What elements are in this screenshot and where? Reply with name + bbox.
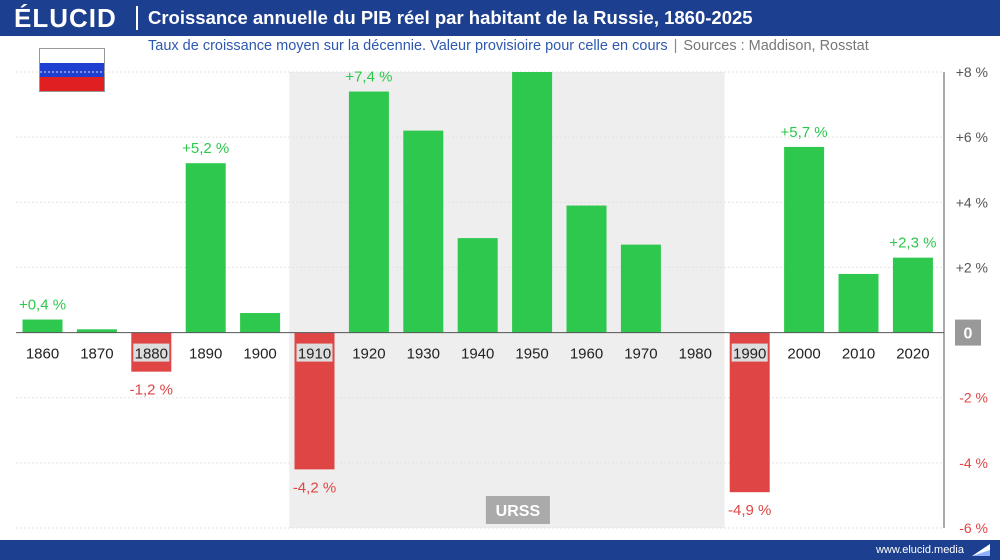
data-label: +5,7 %: [781, 124, 828, 141]
data-label: -1,2 %: [130, 382, 173, 399]
flag-stripe-white: [40, 49, 104, 63]
x-tick-label: 1930: [407, 346, 440, 363]
data-label: +0,4 %: [19, 297, 66, 314]
y-tick-label-zero: 0: [964, 326, 973, 343]
chart-subtitle: Taux de croissance moyen sur la décennie…: [148, 38, 869, 54]
chart-title: Croissance annuelle du PIB réel par habi…: [148, 7, 753, 28]
bar-1940[interactable]: [457, 238, 498, 333]
sources-text: Sources : Maddison, Rosstat: [683, 38, 869, 54]
bar-chart: +8 % +6 % +4 % +2 % 0 -2 % -4 % -6 % 1860 1870 188…: [16, 64, 988, 536]
x-tick-label: 1860: [26, 346, 59, 363]
bar-1890[interactable]: [185, 163, 226, 333]
data-label: +7,4 %: [345, 69, 392, 86]
x-tick-label: 1960: [570, 346, 603, 363]
zero-badge: [955, 319, 981, 346]
urss-label: URSS: [496, 503, 541, 520]
data-label: -4,2 %: [293, 479, 336, 496]
y-tick-label: +6 %: [956, 129, 988, 145]
x-tick-label: 1990: [733, 346, 766, 363]
logo-divider: [136, 6, 138, 30]
bar-1920[interactable]: [348, 91, 389, 333]
subtitle-separator: |: [673, 38, 678, 54]
russia-flag-icon: [39, 48, 105, 92]
bar-2020[interactable]: [892, 257, 933, 333]
bar-2010[interactable]: [838, 273, 879, 333]
bar-1970[interactable]: [620, 244, 661, 333]
x-tick-label: 1890: [189, 346, 222, 363]
y-tick-label: +2 %: [956, 259, 988, 275]
data-label: +5,2 %: [182, 140, 229, 157]
bar-1930[interactable]: [403, 130, 444, 333]
x-tick-label: 1910: [298, 346, 331, 363]
elucid-mark-icon: [972, 544, 990, 556]
x-tick-label: 1920: [352, 346, 385, 363]
x-tick-label: 1880: [135, 346, 168, 363]
y-tick-label: -2 %: [959, 390, 988, 406]
x-tick-label: 1870: [80, 346, 113, 363]
bar-1860[interactable]: [22, 319, 63, 333]
category-highlight-bg: [731, 343, 768, 362]
bar-1950[interactable]: [512, 72, 553, 333]
y-tick-label: -6 %: [959, 520, 988, 536]
flag-stripe-red: [40, 77, 104, 91]
x-tick-label: 1970: [624, 346, 657, 363]
flag-stripe-blue: [40, 63, 104, 77]
subtitle-text: Taux de croissance moyen sur la décennie…: [148, 38, 668, 54]
urss-label-bg: [485, 496, 550, 524]
x-tick-label: 1900: [243, 346, 276, 363]
x-tick-label: 2010: [842, 346, 875, 363]
bar-1900[interactable]: [240, 313, 281, 333]
footer-bar: www.elucid.media: [0, 540, 1000, 560]
x-tick-label: 2020: [896, 346, 929, 363]
x-tick-label: 2000: [787, 346, 820, 363]
y-tick-label: -4 %: [959, 455, 988, 471]
bar-1960[interactable]: [566, 205, 607, 333]
x-tick-label: 1980: [679, 346, 712, 363]
data-label: -4,9 %: [728, 502, 771, 519]
x-tick-label: 1940: [461, 346, 494, 363]
category-highlight-bg: [296, 343, 333, 362]
data-label: +2,3 %: [889, 235, 936, 252]
header-bar: ÉLUCID Croissance annuelle du PIB réel p…: [0, 0, 1000, 36]
brand-logo[interactable]: ÉLUCID: [14, 3, 117, 33]
category-highlight-bg: [133, 343, 170, 362]
footer-url[interactable]: www.elucid.media: [875, 544, 964, 556]
y-tick-label: +4 %: [956, 194, 988, 210]
bar-1870[interactable]: [76, 329, 117, 333]
x-tick-label: 1950: [515, 346, 548, 363]
bar-2000[interactable]: [784, 146, 825, 333]
y-tick-label: +8 %: [956, 64, 988, 80]
